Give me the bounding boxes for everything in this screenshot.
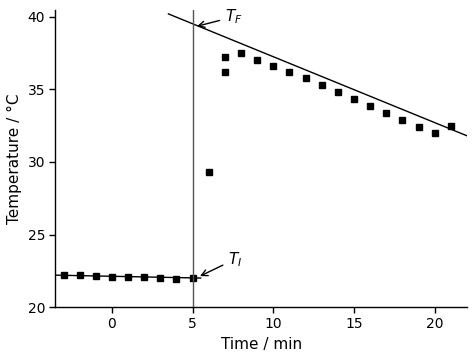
Text: $T_F$: $T_F$ <box>199 8 243 27</box>
Text: $T_I$: $T_I$ <box>201 250 242 276</box>
Y-axis label: Temperature / °C: Temperature / °C <box>7 93 22 224</box>
X-axis label: Time / min: Time / min <box>221 337 302 352</box>
